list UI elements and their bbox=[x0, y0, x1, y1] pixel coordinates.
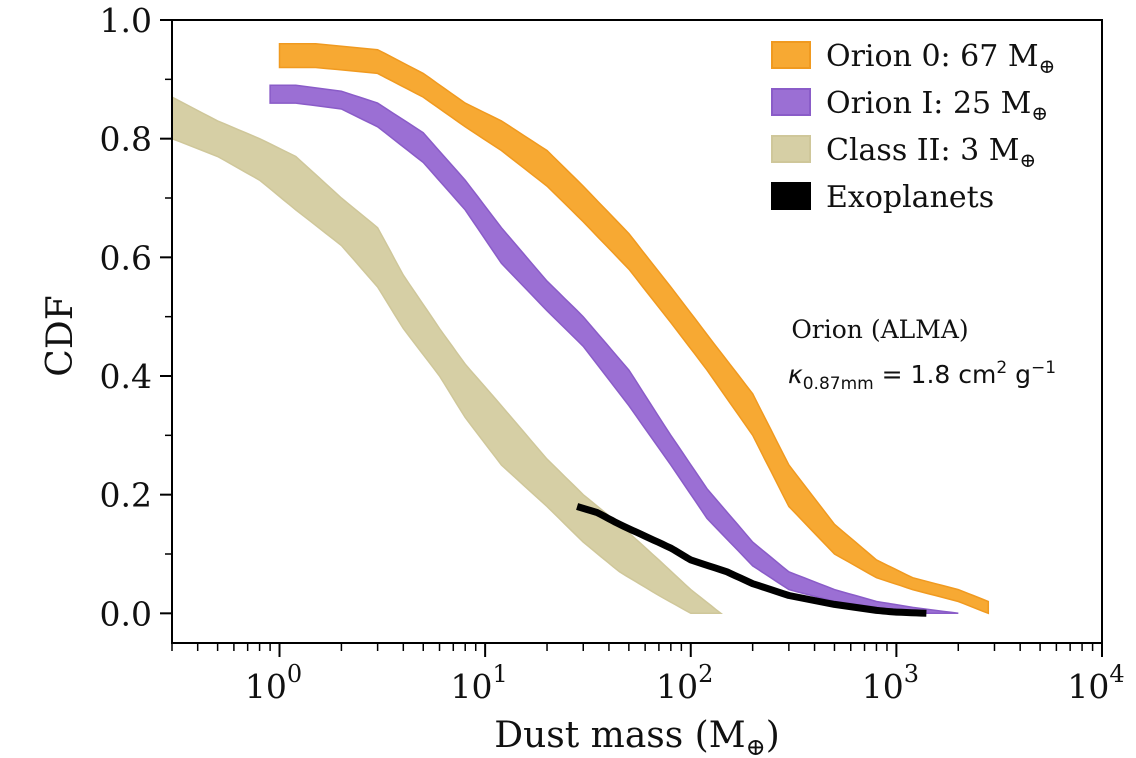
legend-text: Orion 0: 67 M bbox=[826, 39, 1039, 74]
x-tick-base: 10 bbox=[862, 667, 904, 706]
x-tick-label: 101 bbox=[450, 660, 507, 706]
y-tick-label: 0.6 bbox=[100, 238, 152, 277]
y-tick-label: 1.0 bbox=[100, 1, 152, 40]
y-tick-label: 0.4 bbox=[100, 357, 152, 396]
kappa-unit: g bbox=[1007, 360, 1031, 389]
series-line-exoplanets bbox=[576, 503, 927, 617]
legend-text: Orion I: 25 M bbox=[826, 86, 1031, 121]
x-axis-title-text: Dust mass (M bbox=[494, 715, 745, 756]
kappa-sub: 0.87mm bbox=[803, 374, 874, 394]
kappa-sup2: −1 bbox=[1031, 358, 1056, 378]
annotation-kappa: κ0.87mm = 1.8 cm2 g−1 bbox=[788, 358, 1056, 394]
annotation: Orion (ALMA) κ0.87mm = 1.8 cm2 g−1 bbox=[788, 315, 1056, 394]
data-layer bbox=[171, 42, 990, 617]
kappa-rest: = 1.8 cm bbox=[874, 360, 997, 389]
x-tick-label: 104 bbox=[1067, 660, 1124, 706]
x-tick-exp: 1 bbox=[492, 660, 507, 688]
legend-swatch-exoplanets bbox=[771, 182, 811, 210]
legend-label-exoplanets: Exoplanets bbox=[826, 180, 994, 215]
x-tick-base: 10 bbox=[1067, 667, 1109, 706]
legend-label-class-ii: Class II: 3 M⊕ bbox=[826, 133, 1036, 172]
legend-sub: ⊕ bbox=[1031, 101, 1048, 125]
legend-sub: ⊕ bbox=[1039, 54, 1056, 78]
legend-sub: ⊕ bbox=[1019, 148, 1036, 172]
x-tick-exp: 3 bbox=[904, 660, 919, 688]
plot-frame bbox=[171, 19, 1103, 644]
legend-text: Exoplanets bbox=[826, 180, 994, 215]
y-tick-label: 0.0 bbox=[100, 594, 152, 633]
y-tick-label: 0.2 bbox=[100, 476, 152, 515]
legend: Orion 0: 67 M⊕Orion I: 25 M⊕Class II: 3 … bbox=[771, 39, 1055, 215]
series-band-orion-0 bbox=[278, 42, 990, 615]
x-axis-title-sub: ⊕ bbox=[746, 733, 766, 758]
legend-swatch-orion-i bbox=[771, 88, 811, 116]
legend-swatch-orion-0 bbox=[771, 41, 811, 69]
legend-text: Class II: 3 M bbox=[826, 133, 1019, 168]
x-tick-label: 100 bbox=[245, 660, 302, 706]
x-axis: 100 101 102 103 104 bbox=[171, 643, 1125, 706]
y-tick-label: 0.8 bbox=[100, 120, 152, 159]
y-axis-title: CDF bbox=[40, 295, 81, 376]
legend-label-orion-0: Orion 0: 67 M⊕ bbox=[826, 39, 1055, 78]
x-axis-title-close: ) bbox=[766, 715, 780, 756]
x-tick-base: 10 bbox=[450, 667, 492, 706]
legend-label-orion-i: Orion I: 25 M⊕ bbox=[826, 86, 1048, 125]
x-tick-label: 102 bbox=[656, 660, 713, 706]
series-band-orion-i bbox=[269, 84, 959, 615]
x-tick-exp: 4 bbox=[1109, 660, 1124, 688]
series-band-class-ii bbox=[171, 95, 723, 615]
x-tick-exp: 0 bbox=[287, 660, 302, 688]
x-axis-title: Dust mass (M⊕) bbox=[494, 715, 780, 758]
x-tick-base: 10 bbox=[656, 667, 698, 706]
x-tick-exp: 2 bbox=[698, 660, 713, 688]
x-tick-base: 10 bbox=[245, 667, 287, 706]
y-axis: 0.0 0.2 0.4 0.6 0.8 1.0 bbox=[100, 1, 172, 633]
kappa-symbol: κ bbox=[788, 360, 803, 389]
kappa-sup1: 2 bbox=[996, 358, 1007, 378]
legend-swatch-class-ii bbox=[771, 135, 811, 163]
annotation-line1: Orion (ALMA) bbox=[791, 315, 968, 344]
x-tick-label: 103 bbox=[862, 660, 919, 706]
